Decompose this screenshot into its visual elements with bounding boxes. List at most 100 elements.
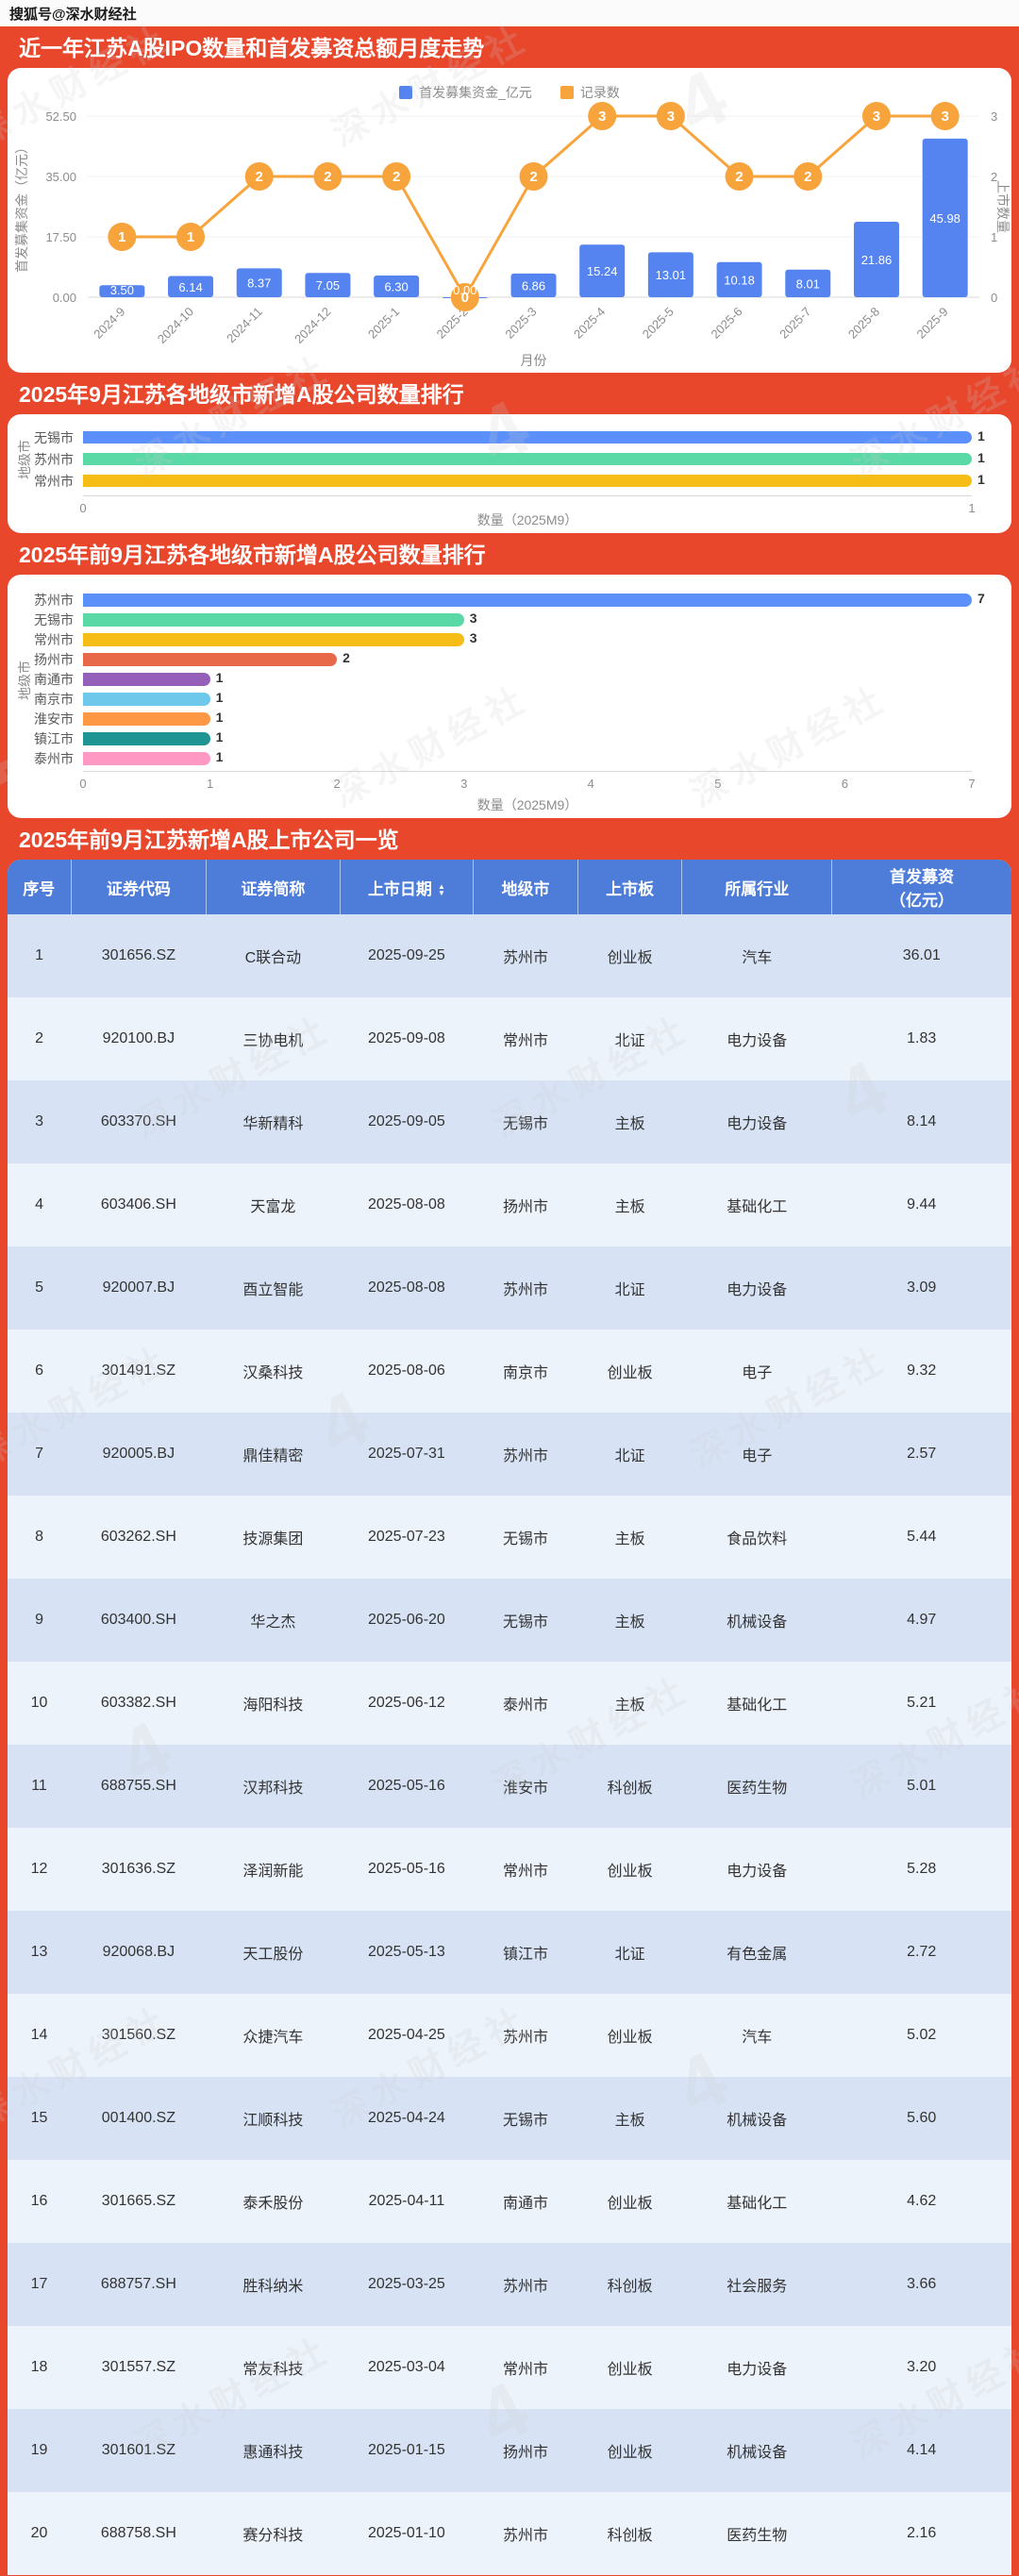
cell-list-date: 2025-07-23	[367, 1529, 445, 1545]
cell-funds: 2.72	[907, 1944, 937, 1960]
count-marker-label: 2	[324, 169, 331, 185]
count-marker	[244, 162, 274, 191]
cell-list-date: 2025-08-08	[367, 1196, 445, 1213]
funds-bar-label: 15.24	[587, 264, 618, 278]
cell-funds: 4.97	[907, 1612, 937, 1628]
count-marker-label: 3	[598, 109, 606, 125]
ipo-table-card: 序号 证券代码 证券简称 上市日期 ▲ ▼ 地级市 上市板 所属行业 首发募资 （亿元） 1 301…	[8, 860, 1011, 2575]
x-axis-title: 数量（2025M9）	[476, 797, 578, 812]
cell-funds: 3.09	[907, 1280, 937, 1296]
cell-index: 4	[35, 1196, 43, 1213]
cell-city: 南通市	[502, 2196, 548, 2212]
cell-board: 科创板	[607, 1781, 653, 1797]
right-tick-label: 2	[991, 170, 997, 184]
cell-index: 11	[31, 1778, 47, 1794]
count-marker	[656, 102, 685, 130]
cell-city: 苏州市	[502, 2528, 548, 2544]
table-header-row: 序号 证券代码 证券简称 上市日期 ▲ ▼ 地级市 上市板 所属行业 首发募资 （亿元）	[8, 860, 1011, 914]
cell-industry: 电力设备	[727, 1282, 788, 1298]
value-label: 3	[469, 611, 477, 626]
x-tick-label: 5	[714, 777, 722, 791]
cell-industry: 机械设备	[727, 2445, 788, 2461]
cell-funds: 2.57	[907, 1446, 937, 1462]
cell-city: 无锡市	[502, 1614, 548, 1631]
cell-city: 常州市	[502, 2362, 548, 2378]
cell-name: 鼎佳精密	[242, 1448, 304, 1464]
cell-industry: 基础化工	[727, 1199, 788, 1215]
cell-code: 301557.SZ	[101, 2359, 175, 2375]
funds-bar	[853, 222, 899, 297]
sort-icon[interactable]: ▲ ▼	[438, 883, 445, 897]
table-row-11: 11 688755.SH 汉邦科技 2025-05-16 淮安市 科创板 医药生物 5.01	[8, 1745, 1011, 1828]
cell-name: 海阳科技	[242, 1698, 304, 1714]
cell-list-date: 2025-05-16	[367, 1861, 445, 1877]
cell-board: 主板	[614, 1116, 645, 1132]
funds-bar-label: 6.14	[178, 280, 202, 294]
section3-title: 2025年前9月江苏各地级市新增A股公司数量排行	[19, 543, 486, 567]
col-header-label: 地级市	[501, 879, 550, 898]
bar-3	[83, 633, 464, 646]
cell-code: 301491.SZ	[101, 1363, 175, 1379]
cell-city: 无锡市	[502, 1531, 548, 1547]
cell-city: 苏州市	[502, 1448, 548, 1464]
cell-funds: 5.28	[907, 1861, 937, 1877]
cell-funds: 2.16	[907, 2525, 937, 2541]
cell-code: 603370.SH	[100, 1113, 176, 1129]
combo-chart: 0.00 17.50 35.00 52.50 0 1 2 3 2024-9 2024-10 2024…	[8, 68, 1011, 373]
bar-2	[83, 453, 972, 465]
cell-list-date: 2025-08-06	[367, 1363, 445, 1379]
table-row-1: 1 301656.SZ C联合动 2025-09-25 苏州市 创业板 汽车 36.01	[8, 914, 1011, 997]
count-marker-label: 2	[735, 169, 743, 185]
cell-code: 688755.SH	[100, 1778, 176, 1794]
cell-industry: 机械设备	[727, 2113, 788, 2129]
y-axis-title: 地级市	[17, 661, 32, 700]
cell-city: 扬州市	[502, 2445, 548, 2461]
cell-city: 常州市	[502, 1033, 548, 1049]
category-label: 常州市	[34, 632, 74, 647]
right-axis-title: 上市数量	[995, 180, 1011, 233]
value-label: 1	[215, 710, 224, 725]
cell-list-date: 2025-06-20	[367, 1612, 445, 1628]
cell-list-date: 2025-09-05	[367, 1113, 445, 1129]
count-marker	[519, 162, 548, 191]
count-marker-label: 3	[941, 109, 948, 125]
cell-industry: 基础化工	[727, 2196, 788, 2212]
category-label: 扬州市	[34, 652, 74, 667]
col-header-code: 证券代码	[71, 860, 208, 914]
cell-code: 688758.SH	[100, 2525, 176, 2541]
col-header-label: 所属行业	[725, 879, 790, 898]
section4-title: 2025年前9月江苏新增A股上市公司一览	[19, 828, 399, 852]
cell-name: 众捷汽车	[242, 2030, 304, 2046]
cell-industry: 机械设备	[727, 1614, 788, 1631]
table-row-6: 6 301491.SZ 汉桑科技 2025-08-06 南京市 创业板 电子 9.32	[8, 1330, 1011, 1413]
table-row-3: 3 603370.SH 华新精科 2025-09-05 无锡市 主板 电力设备 8.14	[8, 1080, 1011, 1163]
cell-code: 301601.SZ	[101, 2442, 175, 2458]
cell-board: 主板	[614, 1531, 645, 1547]
cell-industry: 基础化工	[727, 1698, 788, 1714]
funds-bar-label: 45.98	[929, 211, 961, 226]
count-marker-label: 2	[804, 169, 811, 185]
cell-funds: 8.14	[907, 1113, 937, 1129]
cell-index: 2	[35, 1030, 43, 1046]
x-tick-label: 2025-1	[365, 305, 402, 342]
cell-name: 汉桑科技	[242, 1365, 304, 1381]
cell-name: 江顺科技	[242, 2113, 304, 2129]
left-tick-label: 0.00	[53, 291, 76, 305]
city-rank-month-chart: 无锡市 1 苏州市 1 常州市 1 0 1 数量（2025M9） 地级市	[8, 414, 1011, 533]
cell-list-date: 2025-05-13	[367, 1944, 445, 1960]
x-tick-label: 2025-5	[640, 305, 677, 342]
cell-list-date: 2025-09-25	[367, 947, 445, 963]
cell-funds: 4.14	[907, 2442, 937, 2458]
table-row-2: 2 920100.BJ 三协电机 2025-09-08 常州市 北证 电力设备 1.83	[8, 997, 1011, 1080]
x-axis-title: 数量（2025M9）	[476, 512, 578, 527]
cell-code: 603406.SH	[100, 1196, 176, 1213]
cell-name: 华之杰	[250, 1614, 296, 1631]
count-marker-label: 1	[118, 229, 125, 245]
table-row-19: 19 301601.SZ 惠通科技 2025-01-15 扬州市 创业板 机械设备 4.14	[8, 2409, 1011, 2492]
cell-industry: 医药生物	[727, 1781, 788, 1797]
col-header-board: 上市板	[577, 860, 683, 914]
bar-1	[83, 594, 972, 607]
category-label: 镇江市	[34, 731, 74, 746]
cell-industry: 电力设备	[727, 1033, 788, 1049]
x-tick-label: 0	[79, 777, 87, 791]
